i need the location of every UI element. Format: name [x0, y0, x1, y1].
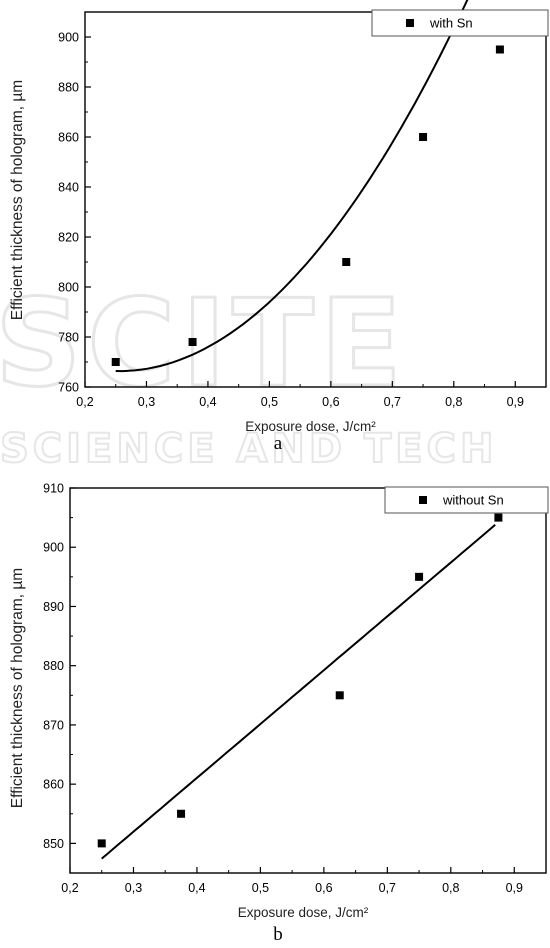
y-tick-label: 850 [43, 837, 64, 851]
data-point [495, 45, 504, 54]
y-tick-label: 900 [43, 541, 64, 555]
fit-line [115, 0, 469, 373]
data-point [415, 572, 424, 581]
y-tick-label: 880 [43, 659, 64, 673]
x-tick-label: 0,5 [252, 881, 269, 895]
data-point [419, 133, 428, 141]
y-tick-label: 860 [58, 131, 79, 145]
y-tick-label: 820 [58, 231, 79, 245]
y-tick-label: 840 [58, 181, 79, 195]
y-tick-label: 870 [43, 718, 64, 732]
legend-label: without Sn [442, 493, 504, 508]
plot-frame [84, 11, 547, 388]
data-point [188, 338, 197, 346]
x-tick-label: 0,8 [442, 881, 459, 895]
chart-b: 0,2 0,3 0,4 0,5 0,6 0,7 0,8 0,9 850 860 870 880 890 9… [9, 482, 549, 945]
data-point [342, 258, 351, 266]
x-tick-label: 0,6 [315, 881, 332, 895]
legend-marker [419, 496, 427, 504]
data-point [494, 513, 503, 522]
data-point [97, 839, 106, 848]
plot-frame [69, 487, 547, 874]
y-tick-label: 800 [58, 281, 79, 295]
data-point [177, 809, 186, 818]
x-tick-label: 0,8 [445, 395, 462, 409]
panel-label: b [273, 924, 283, 945]
x-tick-label: 0,6 [322, 395, 339, 409]
legend-box [371, 9, 549, 37]
y-tick-label: 860 [43, 778, 64, 792]
legend-marker [406, 19, 414, 27]
x-tick-label: 0,4 [199, 395, 216, 409]
legend-label: with Sn [429, 16, 473, 31]
chart-a: 0,2 0,3 0,4 0,5 0,6 0,7 0,8 0,9 760 780 800 820 840 8… [9, 0, 549, 454]
data-point [111, 358, 120, 366]
y-axis-label: Efficient thickness of hologram, µm [9, 80, 26, 320]
fit-line [101, 524, 496, 860]
x-tick-label: 0,9 [506, 881, 523, 895]
x-axis-label: Exposure dose, J/cm² [245, 419, 376, 434]
x-tick-label: 0,7 [379, 881, 396, 895]
x-tick-label: 0,2 [76, 395, 93, 409]
x-tick-label: 0,5 [261, 395, 278, 409]
y-tick-label: 900 [58, 31, 79, 45]
y-tick-label: 760 [58, 381, 79, 395]
data-point [335, 691, 344, 700]
x-tick-label: 0,3 [138, 395, 155, 409]
y-tick-label: 910 [43, 482, 64, 496]
x-axis-label: Exposure dose, J/cm² [238, 905, 369, 920]
panel-label: a [274, 433, 283, 454]
x-tick-label: 0,9 [507, 395, 524, 409]
y-tick-label: 780 [58, 331, 79, 345]
y-axis-label: Efficient thickness of hologram, µm [9, 568, 26, 808]
legend-box [384, 486, 549, 514]
x-tick-label: 0,3 [125, 881, 142, 895]
x-tick-label: 0,2 [61, 881, 78, 895]
x-tick-label: 0,4 [188, 881, 205, 895]
x-tick-label: 0,7 [384, 395, 401, 409]
y-tick-label: 890 [43, 600, 64, 614]
y-tick-label: 880 [58, 81, 79, 95]
